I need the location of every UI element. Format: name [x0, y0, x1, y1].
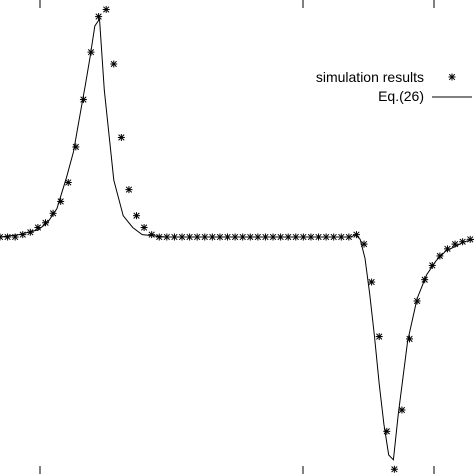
- data-point: [406, 335, 414, 343]
- data-point: [261, 233, 269, 241]
- data-point: [87, 48, 95, 56]
- legend: simulation results Eq.(26): [316, 69, 472, 104]
- data-point: [170, 233, 178, 241]
- data-point: [140, 224, 148, 232]
- data-point: [64, 178, 72, 186]
- data-point: [148, 231, 156, 239]
- legend-marker-asterisk: [448, 73, 456, 81]
- data-point: [292, 233, 300, 241]
- data-point: [390, 465, 398, 473]
- data-point: [102, 5, 110, 13]
- data-point: [428, 261, 436, 269]
- data-point: [186, 233, 194, 241]
- data-point: [72, 143, 80, 151]
- data-point: [11, 233, 19, 241]
- data-point: [246, 233, 254, 241]
- data-point: [42, 219, 50, 227]
- data-point: [49, 209, 57, 217]
- data-point: [133, 212, 141, 220]
- data-point: [57, 197, 65, 205]
- data-point: [19, 231, 27, 239]
- data-point: [337, 233, 345, 241]
- data-point: [383, 427, 391, 435]
- data-point: [368, 278, 376, 286]
- data-point: [224, 233, 232, 241]
- data-point: [34, 224, 42, 232]
- data-point: [451, 240, 459, 248]
- legend-asterisk: [448, 73, 456, 81]
- data-point: [26, 228, 34, 236]
- data-point: [315, 233, 323, 241]
- data-point: [284, 233, 292, 241]
- data-point: [178, 233, 186, 241]
- data-point: [299, 233, 307, 241]
- data-point: [155, 233, 163, 241]
- data-point: [79, 96, 87, 104]
- data-point: [459, 238, 467, 246]
- data-point: [208, 233, 216, 241]
- data-point: [443, 245, 451, 253]
- series-simulation-results: [0, 5, 474, 473]
- data-point: [269, 233, 277, 241]
- data-point: [4, 233, 12, 241]
- data-point: [375, 333, 383, 341]
- data-point: [307, 233, 315, 241]
- data-point: [125, 186, 133, 194]
- data-point: [398, 406, 406, 414]
- data-point: [201, 233, 209, 241]
- data-point: [413, 297, 421, 305]
- legend-label-simulation: simulation results: [316, 69, 424, 85]
- data-point: [322, 233, 330, 241]
- data-point: [277, 233, 285, 241]
- data-point: [117, 133, 125, 141]
- data-point: [360, 240, 368, 248]
- data-point: [163, 233, 171, 241]
- data-point: [110, 60, 118, 68]
- data-point: [254, 233, 262, 241]
- data-point: [466, 235, 474, 243]
- data-point: [193, 233, 201, 241]
- data-point: [216, 233, 224, 241]
- data-point: [95, 13, 103, 21]
- legend-label-eq26: Eq.(26): [378, 88, 424, 104]
- data-point: [345, 233, 353, 241]
- data-point: [239, 233, 247, 241]
- data-point: [421, 276, 429, 284]
- data-point: [0, 233, 4, 241]
- axis-ticks: [39, 0, 435, 474]
- data-point: [436, 252, 444, 260]
- data-point: [330, 233, 338, 241]
- data-point: [352, 231, 360, 239]
- data-point: [231, 233, 239, 241]
